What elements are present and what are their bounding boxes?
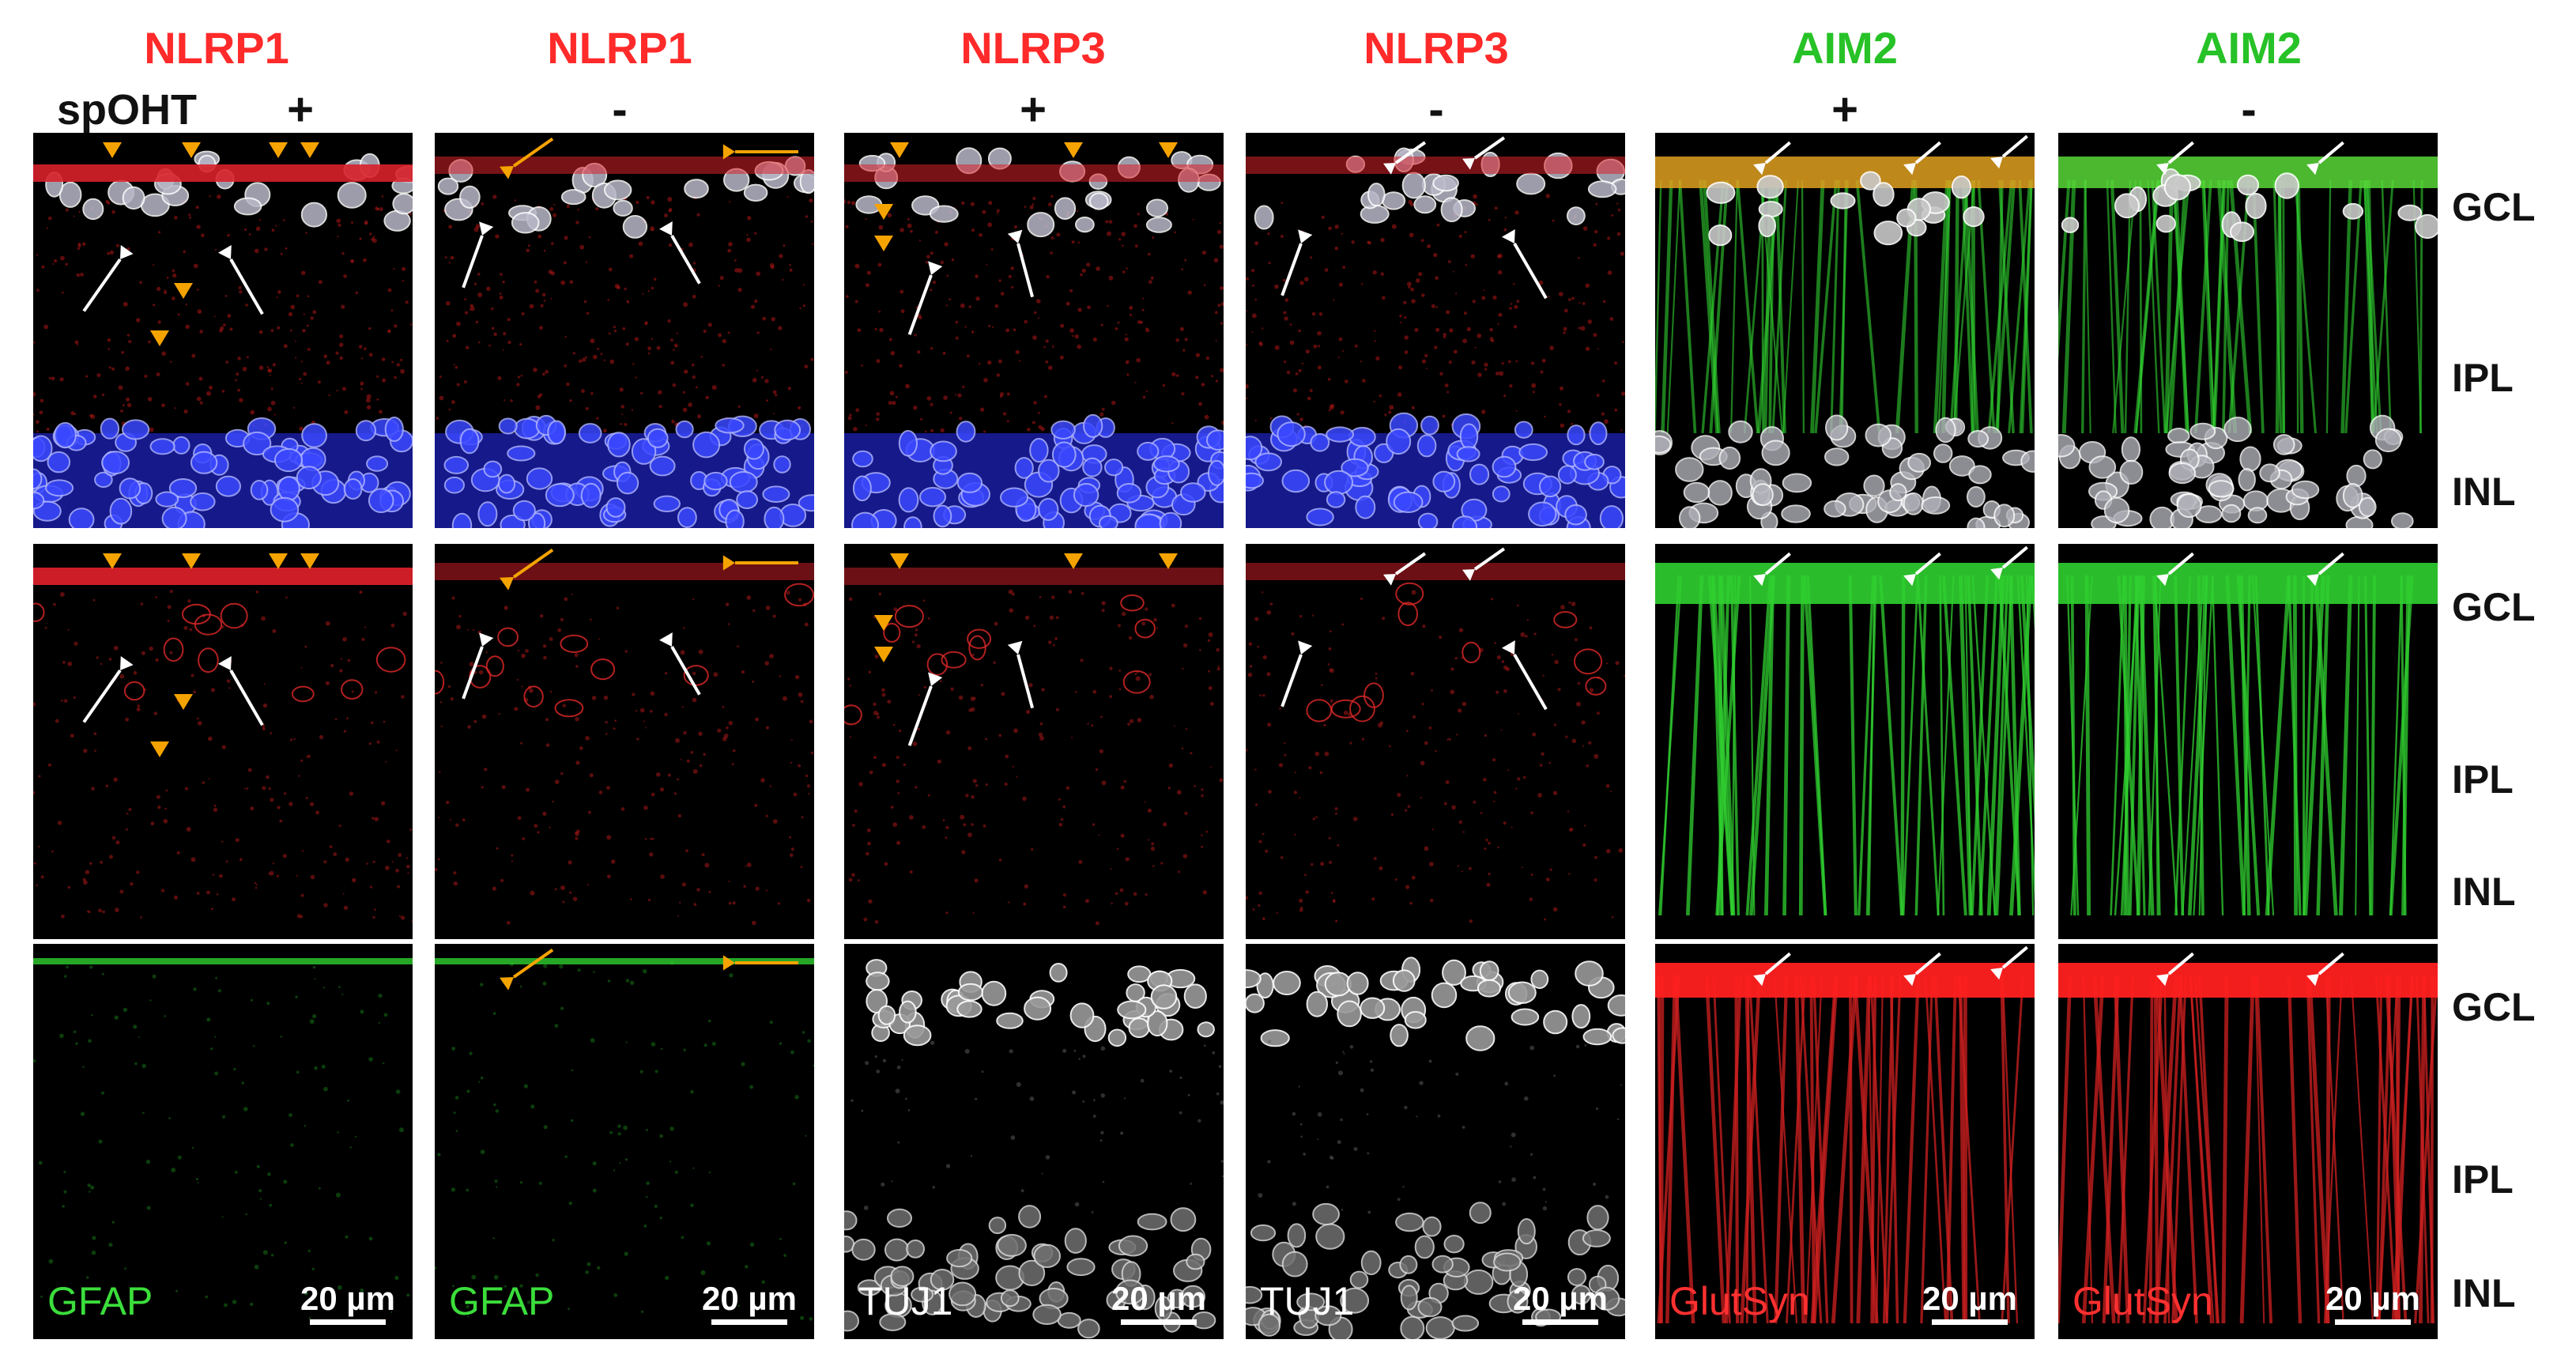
micrograph-image	[844, 553, 1224, 926]
scale-bar: 20 µm	[1513, 1280, 1608, 1325]
scale-bar-label: 20 µm	[1111, 1280, 1206, 1317]
micrograph-col4-row2	[1246, 544, 1625, 939]
spoht-label: spOHT	[57, 86, 198, 134]
marker-label: GlutSyn	[1669, 1279, 1810, 1323]
micrograph-image	[1655, 945, 2035, 1324]
marker-label: GlutSyn	[2072, 1279, 2213, 1323]
condition-label-1: +	[287, 84, 314, 135]
micrograph-image	[1246, 957, 1625, 1339]
scale-bar: 20 µm	[702, 1280, 797, 1325]
scale-bar-label: 20 µm	[1513, 1280, 1608, 1317]
scale-bar-label: 20 µm	[1922, 1280, 2017, 1317]
micrograph-image	[2058, 952, 2438, 1324]
column-title-4: NLRP3	[1363, 23, 1509, 73]
marker-label: GFAP	[449, 1279, 555, 1323]
micrograph-image	[435, 137, 814, 528]
condition-label-6: -	[2241, 84, 2257, 135]
micrograph-image	[1655, 545, 2035, 916]
scale-bar: 20 µm	[2325, 1280, 2420, 1325]
micrograph-image	[33, 553, 413, 923]
micrograph-image	[1246, 136, 1625, 528]
condition-label-2: -	[612, 84, 628, 135]
scale-bar: 20 µm	[1922, 1280, 2017, 1325]
layer-label-ipl-row2: IPL	[2452, 757, 2514, 802]
micrograph-col5-row1	[1655, 133, 2035, 528]
layer-label-inl-row2: INL	[2452, 870, 2516, 914]
layer-label-inl-row1: INL	[2452, 470, 2516, 514]
layer-label-gcl-row2: GCL	[2452, 585, 2536, 629]
layer-label-ipl-row1: IPL	[2452, 356, 2514, 400]
micrograph-col3-row2	[844, 544, 1224, 939]
micrograph-col2-row3: GFAP 20 µm	[435, 944, 814, 1339]
scale-bar-line	[1121, 1319, 1197, 1325]
marker-label: TUJ1	[1260, 1279, 1355, 1323]
micrograph-image	[844, 959, 1224, 1339]
column-title-6: AIM2	[2196, 23, 2302, 73]
micrograph-col1-row3: GFAP 20 µm	[33, 944, 413, 1339]
scale-bar-label: 20 µm	[2325, 1280, 2420, 1317]
micrograph-col6-row3: GlutSyn 20 µm	[2058, 944, 2438, 1339]
micrograph-image	[1655, 134, 2035, 528]
scale-bar-label: 20 µm	[300, 1280, 395, 1317]
scale-bar-label: 20 µm	[702, 1280, 797, 1317]
layer-label-gcl-row1: GCL	[2452, 185, 2536, 229]
scale-bar: 20 µm	[300, 1280, 395, 1325]
layer-label-inl-row3: INL	[2452, 1271, 2516, 1315]
scale-bar-line	[711, 1319, 787, 1325]
scale-bar-line	[1932, 1319, 2008, 1325]
micrograph-col3-row3: TUJ1 20 µm	[844, 944, 1224, 1339]
micrograph-col4-row3: TUJ1 20 µm	[1246, 944, 1625, 1339]
micrograph-col2-row1	[435, 133, 814, 528]
scale-bar: 20 µm	[1111, 1280, 1206, 1325]
column-title-5: AIM2	[1792, 23, 1898, 73]
micrograph-col5-row3: GlutSyn 20 µm	[1655, 944, 2035, 1339]
scale-bar-line	[310, 1319, 386, 1325]
micrograph-image	[435, 948, 814, 1321]
micrograph-image	[2058, 552, 2438, 916]
condition-label-3: +	[1020, 84, 1047, 135]
micrograph-col6-row2	[2058, 544, 2438, 939]
scale-bar-line	[1522, 1319, 1598, 1325]
condition-label-4: -	[1428, 84, 1444, 135]
micrograph-image	[435, 548, 814, 926]
micrograph-col2-row2	[435, 544, 814, 939]
condition-label-5: +	[1831, 84, 1858, 135]
micrograph-image	[33, 958, 413, 1319]
micrograph-col5-row2	[1655, 544, 2035, 939]
column-title-1: NLRP1	[144, 23, 289, 73]
layer-label-ipl-row3: IPL	[2452, 1157, 2514, 1202]
micrograph-col3-row1	[844, 133, 1224, 528]
marker-label: TUJ1	[858, 1279, 953, 1323]
micrograph-image	[2058, 141, 2438, 528]
layer-label-gcl-row3: GCL	[2452, 985, 2536, 1029]
micrograph-image	[33, 142, 413, 528]
column-title-2: NLRP1	[547, 23, 692, 73]
column-title-3: NLRP3	[960, 23, 1106, 73]
micrograph-col6-row1	[2058, 133, 2438, 528]
micrograph-col4-row1	[1246, 133, 1625, 528]
micrograph-image	[844, 142, 1224, 528]
scale-bar-line	[2335, 1319, 2411, 1325]
micrograph-col1-row1	[33, 133, 413, 528]
marker-label: GFAP	[47, 1279, 153, 1323]
micrograph-image	[1246, 547, 1625, 923]
micrograph-col1-row2	[33, 544, 413, 939]
